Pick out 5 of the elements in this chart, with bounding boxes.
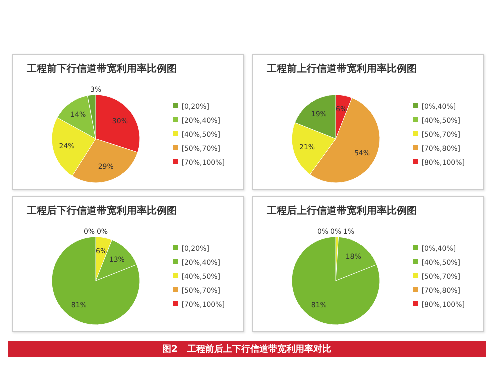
chart-title: 工程后上行信道带宽利用率比例图: [266, 204, 418, 219]
chart-title: 工程后下行信道带宽利用率比例图: [26, 204, 178, 219]
caption: 图2 工程前后上下行信道带宽利用率对比: [162, 343, 332, 356]
chart-title: 工程前上行信道带宽利用率比例图: [266, 62, 418, 77]
chart-title: 工程前下行信道带宽利用率比例图: [26, 62, 178, 77]
